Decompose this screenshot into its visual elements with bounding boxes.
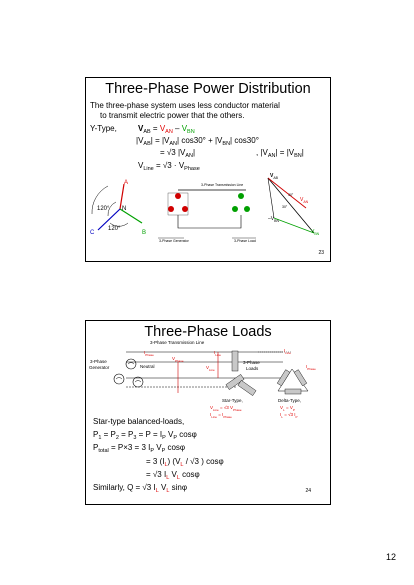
equation-sqrt3: = √3 |VAN|: [160, 148, 196, 159]
loads-label-2: Loads: [246, 366, 259, 371]
circuit-top-label: 3-Phase Transmission Line: [201, 183, 244, 187]
star-equation-2: ILine = IPhase: [210, 412, 232, 419]
iline-delta-label: ILine: [284, 348, 291, 355]
phasor-label-c: C: [90, 230, 95, 236]
intro-line-1: The three-phase system uses less conduct…: [90, 101, 280, 110]
delta-equation-2: IL = √3 IP: [280, 412, 298, 419]
vphase-label: VPhase: [172, 356, 184, 363]
delta-equation-1: VL = VP: [280, 405, 295, 412]
slide-three-phase-loads: Three-Phase Loads 3-Phase Transmission L…: [85, 320, 331, 505]
intro-line-2: to transmit electric power that the othe…: [100, 111, 245, 120]
angle-label-2: 120°: [108, 226, 121, 232]
balanced-loads-heading: Star-type balanced-loads,: [93, 417, 185, 426]
delta-type-label: Delta-Type,: [278, 398, 302, 403]
power-equation-2: Ptotal = P×3 = 3 IP VP cosφ: [93, 443, 186, 454]
slide-three-phase-power-distribution: Three-Phase Power Distribution The three…: [85, 77, 331, 262]
phasor-vab-label: VAB: [270, 173, 279, 180]
slide-page-number: 23: [318, 250, 324, 256]
slide-page-number: 24: [305, 488, 311, 494]
phasor-label-n: N: [122, 206, 127, 212]
iline-label: ILine: [214, 350, 221, 357]
slide-title: Three-Phase Loads: [144, 324, 272, 340]
ytype-label: Y-Type,: [90, 124, 117, 133]
reactive-power-equation: Similarly, Q = √3 IL VL sinφ: [93, 483, 188, 494]
power-equation-3: = 3 (IL) (VL / √3 ) cosφ: [146, 457, 224, 468]
phasor-van-label: VAN: [300, 197, 309, 204]
equation-vline: VLine = √3 · VPhase: [138, 161, 200, 172]
circuit-load-label: 3-Phase Load: [234, 239, 256, 243]
equation-vab: VAB = VAN – VBN: [138, 124, 195, 135]
power-equation-1: P1 = P2 = P3 = P = IP VP cosφ: [93, 430, 197, 441]
generator-label-1: 3-Phase: [90, 359, 107, 364]
phasor-diagram-left: [91, 183, 143, 231]
equation-magnitude: |VAB| = |VAN| cos30° + |VBN| cos30°: [136, 136, 259, 147]
star-type-label: Star-Type,: [222, 398, 243, 403]
phasor-label-b: B: [142, 230, 147, 236]
phasor-angle-2: 30°: [282, 205, 288, 209]
star-equation-1: VLine = √3 VPhase: [210, 405, 242, 412]
slide-title: Three-Phase Power Distribution: [105, 81, 311, 97]
phasor-diagram-right: [267, 177, 315, 234]
page-number: 12: [385, 552, 396, 562]
loads-circuit-diagram: [113, 350, 309, 396]
circuit-diagram: [158, 189, 256, 239]
angle-label-1: 120°: [97, 206, 110, 212]
circuit-generator-label: 3-Phase Generator: [159, 239, 189, 243]
neutral-label: Neutral: [140, 364, 155, 369]
generator-label-2: Generator: [89, 365, 110, 370]
phasor-vbn-label: VBN: [311, 229, 320, 236]
loads-label-1: 3-Phase: [243, 360, 260, 365]
equation-equal-magnitudes: , |VAN| = |VBN|: [256, 148, 304, 159]
iphase-label: IPhase: [144, 350, 154, 357]
vline-label: VLine: [206, 365, 215, 372]
power-equation-4: = √3 IL VL cosφ: [146, 470, 200, 481]
phasor-label-a: A: [124, 180, 129, 186]
transmission-line-label: 3-Phase Transmission Line: [150, 340, 205, 345]
phasor-minus-vbn-label: –VBN: [268, 216, 279, 223]
iphase-delta-label: IPhase: [306, 364, 316, 371]
phasor-angle-1: 30°: [288, 193, 294, 197]
